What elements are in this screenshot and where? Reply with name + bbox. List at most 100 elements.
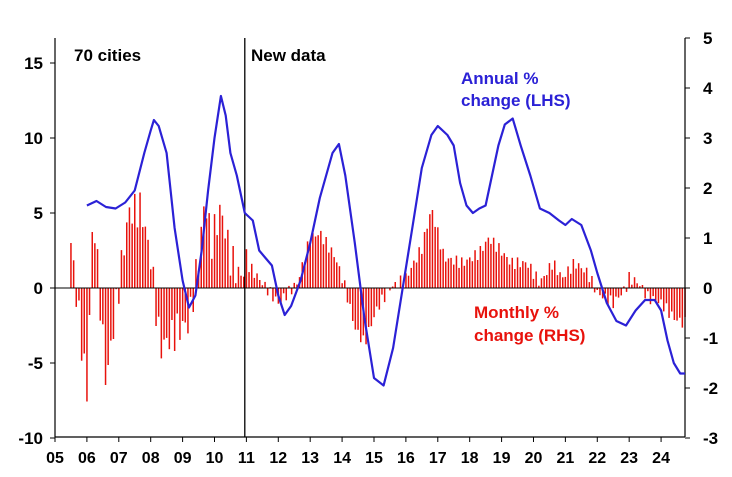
monthly-bar	[498, 243, 500, 288]
monthly-bar	[612, 288, 614, 309]
monthly-bar	[216, 235, 218, 288]
monthly-bar	[237, 266, 240, 288]
monthly-bar	[522, 261, 524, 288]
monthly-bar	[131, 223, 133, 288]
monthly-bar	[453, 264, 455, 288]
monthly-bar	[415, 262, 418, 288]
x-tick-label: 09	[174, 450, 192, 467]
monthly-bar	[176, 288, 178, 314]
monthly-bar	[644, 288, 646, 299]
monthly-bar	[352, 288, 354, 321]
x-tick-label: 24	[652, 450, 670, 467]
monthly-bar	[628, 272, 630, 288]
monthly-bar	[410, 267, 412, 288]
monthly-bar	[328, 252, 330, 288]
monthly-bar	[487, 237, 490, 288]
monthly-bar	[312, 233, 314, 288]
right-tick-label: -1	[703, 329, 718, 348]
monthly-bar	[681, 288, 684, 328]
monthly-bar	[461, 257, 463, 288]
left-tick-label: 0	[34, 279, 43, 298]
monthly-bar	[474, 250, 476, 288]
monthly-bar	[484, 241, 487, 288]
monthly-bar	[620, 288, 622, 296]
monthly-bar	[421, 253, 423, 288]
monthly-bar	[110, 288, 112, 341]
monthly-bar	[99, 288, 101, 321]
monthly-bar	[572, 259, 575, 288]
monthly-bar	[306, 241, 309, 288]
monthly-bar	[434, 226, 436, 288]
monthly-bar	[482, 250, 484, 288]
monthly-bar	[144, 226, 147, 288]
monthly-bar	[607, 288, 609, 306]
monthly-bar	[330, 247, 333, 288]
monthly-bar	[264, 281, 266, 288]
monthly-bar	[293, 282, 295, 288]
monthly-bar	[615, 288, 617, 297]
monthly-bar	[309, 243, 311, 288]
monthly-bar	[123, 255, 125, 288]
left-tick-label: 5	[34, 204, 43, 223]
label-70-cities: 70 cities	[74, 46, 141, 65]
monthly-bar	[479, 246, 482, 288]
monthly-bar	[562, 277, 564, 288]
monthly-bar	[357, 288, 359, 330]
monthly-bar	[381, 288, 383, 295]
monthly-bar	[495, 251, 497, 288]
monthly-bar	[91, 232, 93, 288]
monthly-bar	[583, 272, 585, 288]
monthly-bar	[623, 286, 625, 288]
monthly-bar	[399, 275, 402, 288]
monthly-bar	[508, 264, 511, 288]
monthly-bar	[500, 255, 503, 288]
monthly-bar	[126, 222, 128, 288]
x-tick-label: 23	[620, 450, 638, 467]
monthly-bar	[341, 283, 343, 288]
monthly-bar	[189, 288, 192, 297]
monthly-bar	[118, 288, 120, 304]
monthly-bar	[272, 288, 274, 302]
monthly-bar	[349, 288, 351, 304]
monthly-bar	[530, 263, 532, 288]
monthly-bar	[224, 238, 226, 288]
monthly-bar	[378, 288, 381, 310]
monthly-bar	[147, 239, 149, 288]
monthly-bar	[304, 262, 306, 288]
monthly-bar	[423, 232, 426, 288]
monthly-bar	[442, 248, 444, 288]
monthly-bar	[570, 273, 572, 288]
monthly-bar	[213, 214, 216, 288]
monthly-bar	[112, 288, 115, 339]
monthly-bar	[575, 268, 577, 288]
monthly-bar	[463, 265, 466, 288]
monthly-bar	[259, 280, 261, 288]
x-tick-label: 12	[269, 450, 287, 467]
monthly-bar	[391, 286, 394, 288]
annotations: 70 cities New data Annual % change (LHS)…	[74, 46, 585, 345]
x-tick-label: 06	[78, 450, 96, 467]
monthly-bar	[288, 285, 290, 288]
monthly-bar	[591, 276, 593, 288]
monthly-bar	[139, 192, 141, 288]
monthly-bar	[394, 282, 396, 288]
right-tick-label: -2	[703, 379, 718, 398]
monthly-bar	[134, 193, 136, 288]
monthly-bar	[136, 227, 139, 288]
monthly-bar	[631, 284, 633, 288]
monthly-bar	[657, 288, 660, 304]
monthly-bar	[426, 228, 428, 288]
monthly-bar	[171, 288, 173, 320]
monthly-bar	[647, 288, 649, 292]
monthly-bar	[546, 275, 548, 288]
monthly-bar	[142, 227, 144, 288]
monthly-bar	[88, 288, 91, 315]
monthly-bar	[165, 288, 168, 338]
monthly-bar	[556, 275, 559, 288]
x-tick-label: 08	[142, 450, 160, 467]
monthly-bar	[251, 263, 253, 288]
monthly-bar	[120, 250, 123, 288]
monthly-bar	[524, 262, 527, 288]
